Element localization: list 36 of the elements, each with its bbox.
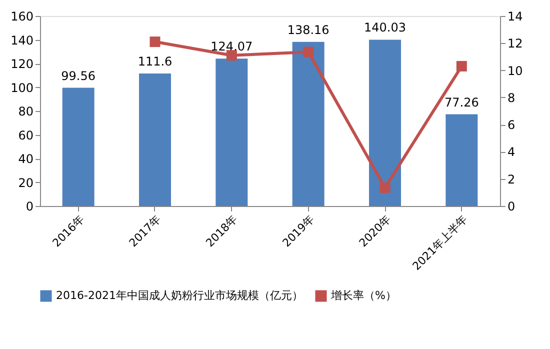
bar: [369, 40, 401, 206]
y2-tick-label: 8: [508, 90, 516, 105]
data-label: 124.07: [210, 40, 253, 54]
point: [303, 46, 314, 58]
y-tick-label: 140: [10, 33, 34, 48]
y-tick-label: 0: [26, 200, 34, 214]
data-label: 111.6: [138, 54, 172, 68]
y-tick-label: 60: [18, 128, 34, 142]
y2-tick-label: 0: [508, 200, 516, 214]
point: [150, 36, 160, 48]
bar: [139, 73, 171, 206]
legend-label: 增长率（%）: [330, 289, 396, 302]
data-label: 99.56: [61, 68, 96, 83]
bar: [292, 42, 324, 206]
data-label: 140.03: [364, 20, 406, 35]
y-tick-label: 100: [10, 80, 34, 95]
bar: [446, 114, 478, 206]
point: [380, 182, 390, 193]
y2-tick-label: 14: [508, 10, 523, 24]
y-tick-label: 120: [10, 57, 34, 71]
y-tick-label: 80: [18, 104, 34, 118]
point: [456, 60, 467, 72]
data-label: 77.26: [444, 95, 479, 110]
y-tick-label: 40: [18, 152, 34, 166]
bar: [216, 58, 248, 206]
y-tick-label: 20: [18, 176, 34, 190]
y2-tick-label: 10: [508, 64, 523, 78]
y2-tick-label: 2: [508, 172, 516, 186]
y2-tick-label: 6: [508, 118, 516, 132]
y-tick-label: 160: [10, 10, 34, 24]
y2-tick-label: 4: [508, 145, 516, 160]
data-label: 138.16: [287, 22, 330, 37]
y2-tick-label: 12: [508, 36, 523, 51]
point: [226, 50, 237, 61]
bar: [62, 88, 94, 206]
legend-label: 2016-2021年中国成人奶粉行业市场规模（亿元）: [56, 289, 303, 302]
